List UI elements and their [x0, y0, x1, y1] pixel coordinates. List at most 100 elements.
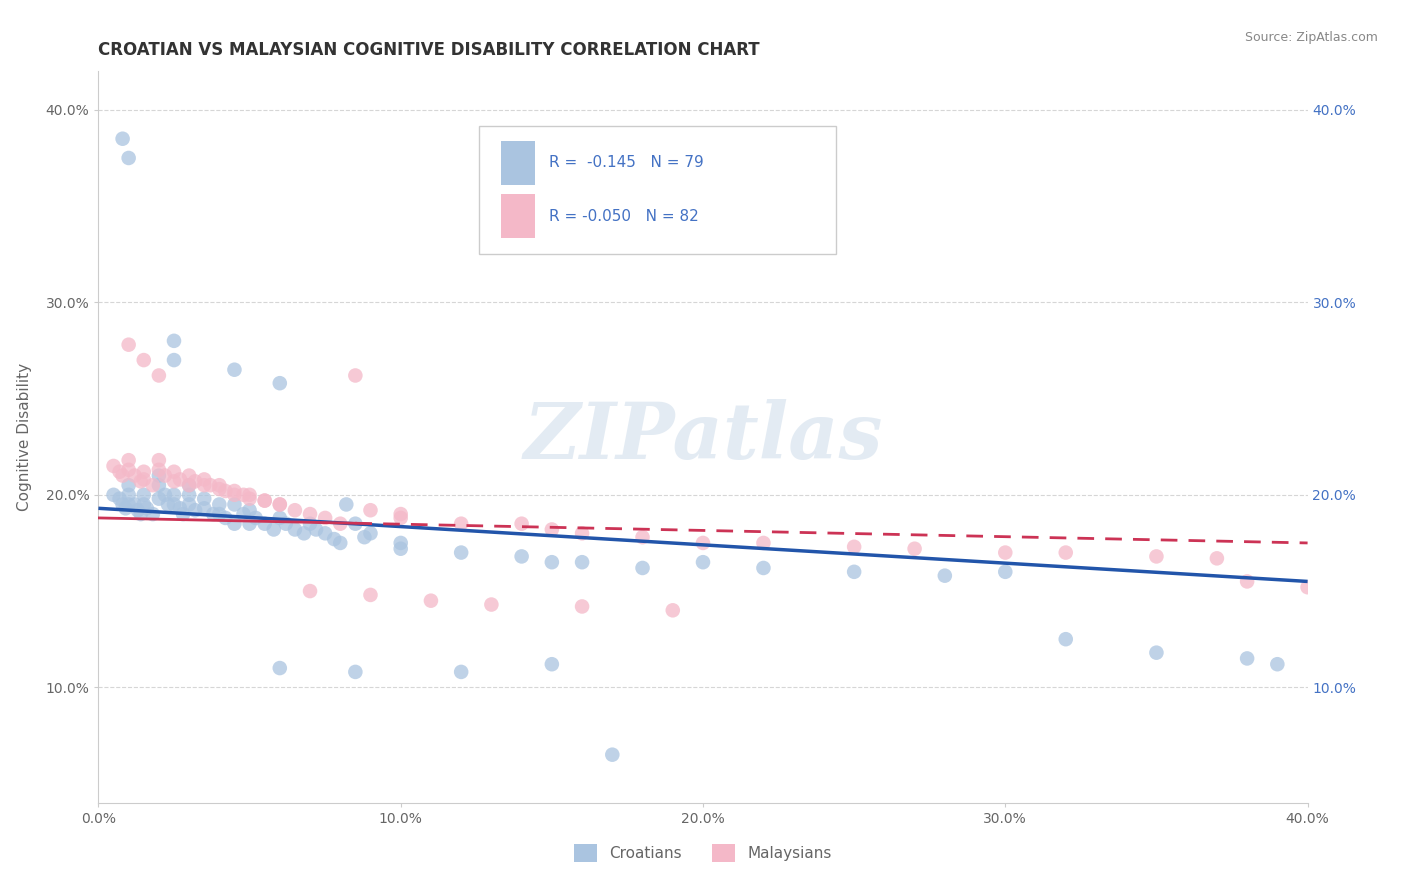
Point: [571, 526, 593, 541]
Point: [118, 453, 141, 467]
Point: [129, 475, 152, 489]
Point: [124, 468, 146, 483]
Point: [904, 541, 927, 556]
Point: [163, 334, 186, 348]
Point: [208, 507, 231, 521]
Point: [305, 523, 328, 537]
Point: [148, 491, 170, 506]
Point: [323, 532, 346, 546]
Point: [148, 453, 170, 467]
Point: [224, 488, 246, 502]
Point: [269, 376, 291, 391]
Point: [163, 475, 186, 489]
Point: [631, 561, 654, 575]
Point: [994, 565, 1017, 579]
Point: [269, 661, 291, 675]
Point: [263, 523, 285, 537]
Point: [148, 478, 170, 492]
Point: [132, 488, 155, 502]
Point: [934, 568, 956, 582]
Point: [1144, 549, 1167, 564]
Point: [200, 478, 222, 492]
Point: [299, 516, 322, 531]
Point: [245, 511, 267, 525]
Point: [344, 516, 367, 531]
Text: R = -0.050   N = 82: R = -0.050 N = 82: [550, 209, 699, 224]
Point: [224, 483, 246, 498]
Point: [314, 526, 336, 541]
Point: [602, 747, 624, 762]
Point: [389, 541, 412, 556]
Point: [1054, 545, 1077, 559]
Point: [844, 540, 866, 554]
Point: [148, 368, 170, 383]
Bar: [501, 141, 534, 185]
Point: [1236, 651, 1258, 665]
Text: Source: ZipAtlas.com: Source: ZipAtlas.com: [1244, 31, 1378, 45]
Point: [156, 498, 179, 512]
Point: [292, 526, 315, 541]
Point: [752, 536, 775, 550]
Point: [692, 555, 714, 569]
Point: [142, 478, 165, 492]
Point: [118, 151, 141, 165]
Point: [253, 516, 276, 531]
Point: [389, 536, 412, 550]
Point: [269, 498, 291, 512]
Point: [172, 507, 194, 521]
Point: [450, 665, 472, 679]
Point: [269, 498, 291, 512]
Y-axis label: Cognitive Disability: Cognitive Disability: [17, 363, 31, 511]
Point: [132, 353, 155, 368]
Point: [202, 507, 225, 521]
Point: [163, 498, 186, 512]
Point: [118, 478, 141, 492]
Point: [108, 465, 131, 479]
Legend: Croatians, Malaysians: Croatians, Malaysians: [568, 838, 838, 868]
Point: [571, 599, 593, 614]
Point: [153, 488, 176, 502]
Point: [208, 498, 231, 512]
Point: [510, 549, 533, 564]
Point: [142, 507, 165, 521]
Text: ZIPatlas: ZIPatlas: [523, 399, 883, 475]
Point: [510, 516, 533, 531]
Point: [353, 530, 375, 544]
Point: [103, 488, 125, 502]
Point: [214, 483, 236, 498]
Point: [389, 507, 412, 521]
Point: [1054, 632, 1077, 647]
Point: [153, 468, 176, 483]
Point: [169, 472, 191, 486]
Point: [132, 498, 155, 512]
Point: [163, 353, 186, 368]
Point: [111, 132, 134, 146]
Point: [389, 511, 412, 525]
Bar: [501, 194, 534, 238]
Point: [118, 337, 141, 351]
Point: [253, 493, 276, 508]
Point: [420, 593, 443, 607]
Point: [344, 665, 367, 679]
Point: [360, 526, 382, 541]
Point: [127, 503, 149, 517]
Point: [329, 536, 352, 550]
Point: [208, 478, 231, 492]
Point: [179, 478, 201, 492]
Point: [344, 368, 367, 383]
Point: [118, 463, 141, 477]
Text: CROATIAN VS MALAYSIAN COGNITIVE DISABILITY CORRELATION CHART: CROATIAN VS MALAYSIAN COGNITIVE DISABILI…: [98, 41, 761, 59]
Point: [129, 507, 152, 521]
Point: [450, 545, 472, 559]
Point: [114, 501, 136, 516]
Point: [179, 498, 201, 512]
Point: [239, 516, 262, 531]
Point: [274, 516, 297, 531]
Point: [108, 491, 131, 506]
Point: [994, 545, 1017, 559]
Point: [224, 362, 246, 376]
Point: [184, 503, 207, 517]
Point: [179, 478, 201, 492]
Point: [540, 523, 562, 537]
Point: [193, 501, 215, 516]
